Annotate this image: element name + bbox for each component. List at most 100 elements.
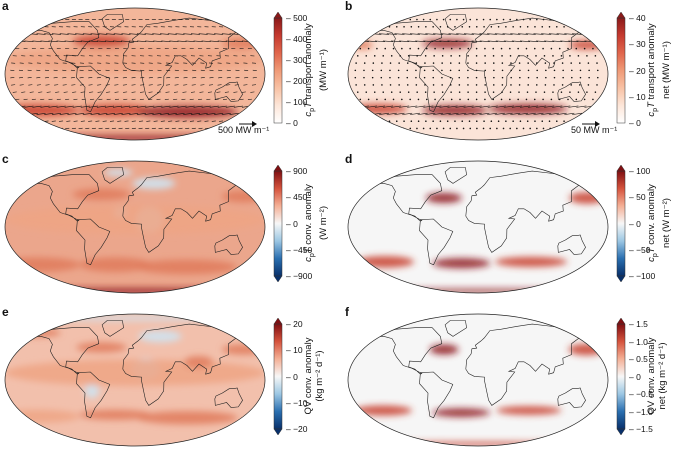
vector-dot [583, 98, 586, 101]
vector-arrow [576, 40, 587, 43]
vector-arrow [131, 120, 136, 122]
vector-dot [505, 120, 507, 122]
vector-arrow [56, 105, 66, 108]
vector-arrow [181, 98, 186, 100]
vector-arrow [471, 112, 482, 115]
vector-dot [425, 120, 427, 122]
colorbar [616, 11, 626, 124]
vector-dot [409, 47, 411, 50]
panel-letter: e [2, 305, 9, 319]
vector-arrow [218, 77, 223, 79]
vector-dot [446, 120, 449, 122]
vector-arrow [48, 105, 58, 108]
vector-dot [553, 76, 556, 79]
vector-arrow [129, 40, 139, 42]
vector-dot [501, 84, 504, 86]
vector-dot [577, 120, 580, 122]
vector-arrow [97, 91, 102, 93]
vector-dot [489, 127, 492, 130]
vector-arrow [125, 127, 130, 130]
vector-arrow [81, 98, 86, 100]
panel-f: f – 1.5 – 1.0 – 0.5 – 0 – −0.5 – −1.0 – −1.5 QV … [343, 306, 685, 459]
vector-arrow [109, 120, 115, 122]
vector-arrow [495, 105, 506, 108]
vector-dot [450, 98, 453, 101]
vector-dot [484, 91, 486, 93]
vector-dot [526, 91, 529, 93]
coastline-north-america [374, 174, 443, 222]
vector-arrow [129, 105, 139, 108]
vector-arrow [82, 33, 92, 35]
vector-dot [476, 18, 478, 21]
vector-dot [562, 18, 565, 21]
colorbar-title: cpT conv. anomaly net (W m⁻²) [646, 184, 672, 262]
positive-anomaly [494, 256, 568, 267]
vector-arrow [199, 91, 204, 93]
vector-arrow [157, 84, 162, 86]
colorbar-tick-label: – 0 [629, 371, 641, 382]
vector-dot [434, 47, 436, 50]
vector-arrow [206, 33, 216, 35]
vector-arrow [494, 112, 505, 115]
vector-arrow [59, 113, 69, 115]
transport-vectors [354, 18, 599, 130]
vector-arrow [12, 91, 17, 93]
vector-dot [501, 55, 503, 57]
vector-arrow [105, 84, 110, 86]
vector-arrow [71, 84, 76, 86]
colorbar-tick-label: – 40 [629, 13, 646, 23]
vector-dot [519, 120, 522, 122]
vector-dot [527, 69, 530, 72]
vector-dot [425, 26, 427, 28]
vector-dot [422, 127, 425, 130]
coastline-africa-eurasia [465, 170, 588, 253]
vector-arrow [425, 33, 436, 35]
vector-arrow [183, 33, 193, 35]
vector-dot [496, 18, 498, 21]
vector-arrow [417, 33, 428, 35]
positive-anomaly [354, 405, 412, 416]
vector-arrow [44, 77, 50, 79]
vector-dot [567, 98, 569, 101]
vector-dot [533, 47, 536, 50]
vector-arrow [471, 105, 482, 108]
vector-arrow [121, 105, 131, 108]
vector-dot [390, 55, 393, 57]
vector-arrow [123, 98, 128, 100]
vector-arrow [36, 84, 41, 86]
colorbar-ticks: – 500 – 400 – 300 – 200 – 100 – 0 [286, 12, 316, 130]
vector-arrow [106, 33, 116, 35]
vector-arrow [198, 127, 203, 130]
vector-arrow [471, 33, 482, 35]
vector-dot [406, 84, 409, 86]
colorbar-tick-label: – 0 [286, 371, 298, 382]
positive-anomaly [432, 408, 491, 418]
vector-arrow [174, 77, 179, 79]
vector-arrow [11, 84, 16, 86]
colorbar-title: cpT transport anomaly (MW m⁻¹) [303, 23, 329, 117]
vector-dot [562, 69, 564, 72]
vector-arrow [189, 120, 195, 122]
vector-dot [415, 62, 418, 64]
vector-arrow [169, 40, 179, 42]
vector-dot [510, 69, 512, 72]
map [347, 313, 609, 447]
vector-dot [371, 69, 374, 72]
vector-arrow [243, 84, 248, 86]
vector-arrow [201, 105, 211, 108]
coastline-greenland [101, 167, 124, 184]
vector-arrow [548, 112, 559, 115]
positive-anomaly [5, 359, 265, 386]
vector-dot [417, 98, 420, 101]
vector-dot [544, 62, 547, 64]
vector-arrow [185, 127, 190, 130]
vector-arrow [85, 127, 90, 130]
vector-dot [372, 62, 375, 64]
vector-arrow [146, 120, 151, 122]
vector-dot [441, 55, 444, 57]
vector-arrow [211, 120, 216, 122]
vector-dot [468, 120, 471, 122]
vector-dot [483, 26, 485, 28]
vector-arrow [165, 84, 171, 86]
vector-arrow [382, 105, 394, 108]
